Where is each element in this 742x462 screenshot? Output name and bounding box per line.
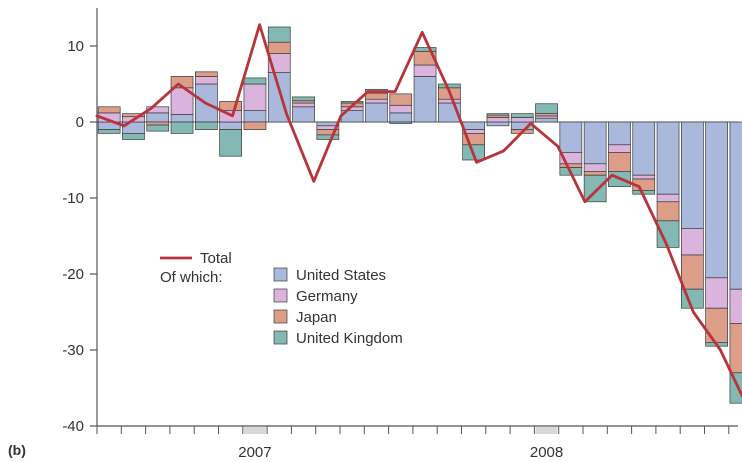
bar-united-states [170, 114, 194, 123]
bar-united-states [389, 112, 413, 123]
bar-united-states [413, 76, 437, 123]
bar-germany [608, 144, 631, 153]
axes-layer [90, 8, 738, 434]
bar-united-states [680, 121, 704, 229]
bar-united-kingdom [486, 113, 510, 116]
bar-united-states [462, 121, 485, 130]
x-tick-label: 2008 [530, 444, 563, 461]
y-tick-label: 10 [67, 38, 84, 55]
bar-united-kingdom [292, 96, 315, 102]
legend-label-japan: Japan [296, 309, 337, 326]
y-tick-label: 0 [76, 114, 84, 131]
y-tick-label: -10 [62, 190, 84, 207]
bar-united-kingdom [170, 121, 194, 134]
total-line [95, 23, 742, 399]
y-tick-label: -20 [62, 266, 84, 283]
y-tick-label: -30 [62, 342, 84, 359]
bar-germany [195, 76, 218, 85]
total-line-layer [95, 23, 742, 399]
bar-japan [365, 92, 388, 100]
bar-japan [583, 171, 607, 176]
bar-united-states [559, 121, 583, 153]
bar-germany [583, 163, 607, 172]
legend-swatch-japan [273, 309, 288, 324]
bar-germany [632, 174, 656, 180]
bar-united-kingdom [729, 372, 742, 404]
bar-united-kingdom [535, 103, 558, 114]
legend-label-germany: Germany [296, 288, 358, 305]
bar-united-states [365, 102, 388, 123]
legend-label-united-states: United States [296, 267, 386, 284]
bar-germany [365, 98, 388, 104]
legend-swatch-united-kingdom [273, 330, 288, 345]
bar-united-kingdom [510, 113, 534, 118]
bar-japan [219, 101, 242, 111]
bars-layer [97, 26, 742, 404]
bar-japan [559, 163, 583, 168]
bar-germany [705, 277, 729, 309]
bar-japan [656, 201, 680, 222]
bar-germany [292, 102, 315, 108]
bar-united-kingdom [97, 129, 121, 134]
bar-united-states [146, 112, 170, 123]
bar-united-kingdom [146, 124, 170, 132]
bar-japan [267, 41, 291, 54]
legend-swatch-germany [273, 288, 288, 303]
bar-japan [146, 121, 170, 126]
year-marker [535, 427, 558, 434]
bar-united-kingdom [243, 77, 267, 85]
legend-of-which: Of which: [160, 269, 223, 286]
bar-united-states [486, 121, 510, 127]
bar-germany [656, 193, 680, 203]
bar-united-kingdom [413, 47, 437, 52]
bar-germany [243, 83, 267, 111]
bar-united-states [243, 110, 267, 123]
bar-japan [243, 121, 267, 130]
year-marker [243, 427, 266, 434]
bar-japan [97, 106, 121, 114]
panel-label: (b) [8, 442, 26, 458]
bar-japan [729, 323, 742, 374]
bar-united-kingdom [219, 129, 242, 157]
bar-japan [680, 254, 704, 290]
bar-united-kingdom [267, 26, 291, 43]
legend-total-label: Total [200, 250, 232, 267]
legend-swatch-united-states [273, 267, 288, 282]
bar-united-kingdom [389, 121, 413, 124]
bar-germany [438, 98, 461, 104]
bar-germany [510, 117, 534, 123]
bar-united-states [705, 121, 729, 279]
x-tick-label: 2007 [238, 444, 271, 461]
legend-label-united-kingdom: United Kingdom [296, 330, 403, 347]
legend: Total Of which: United States Germany Japan U… [160, 250, 403, 347]
bar-united-kingdom [438, 83, 461, 89]
bar-germany [486, 117, 510, 123]
bar-united-states [656, 121, 680, 195]
bar-united-states [535, 117, 558, 123]
bar-germany [680, 228, 704, 256]
bar-united-kingdom [583, 174, 607, 203]
bar-japan [705, 307, 729, 343]
bar-japan [389, 93, 413, 106]
bar-japan [608, 152, 631, 172]
bar-united-kingdom [340, 101, 364, 104]
bar-germany [413, 64, 437, 77]
bar-united-kingdom [316, 134, 340, 140]
bar-united-kingdom [122, 133, 145, 140]
bar-germany [729, 288, 742, 324]
bar-united-states [219, 121, 242, 130]
bar-japan [122, 113, 145, 118]
y-tick-label: -40 [62, 418, 84, 435]
bar-japan [195, 71, 218, 77]
bar-united-kingdom [195, 121, 218, 130]
bar-united-states [583, 121, 607, 165]
bar-united-states [632, 121, 656, 176]
labels-layer: 100-10-20-30-40200720082009 [62, 38, 563, 461]
bar-united-states [608, 121, 631, 146]
bar-united-states [292, 106, 315, 123]
bar-united-states [729, 121, 742, 290]
bar-germany [389, 104, 413, 114]
